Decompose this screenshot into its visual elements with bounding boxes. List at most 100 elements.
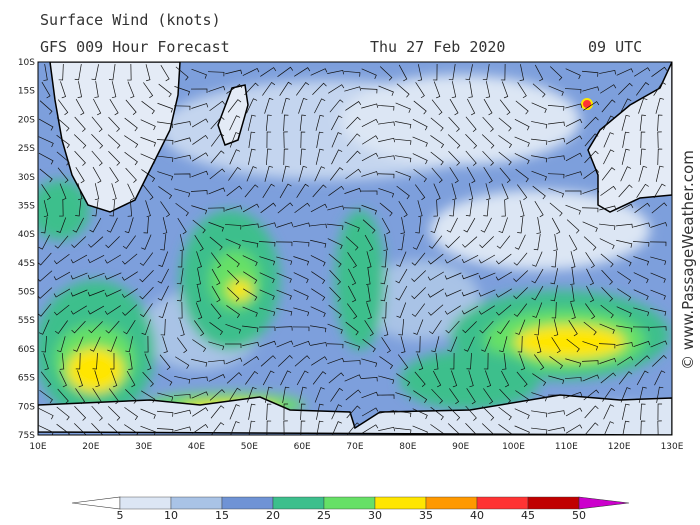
wind-barb: [145, 200, 151, 218]
wind-barb: [434, 353, 439, 370]
wind-barb: [498, 217, 508, 234]
wind-barb: [91, 116, 103, 132]
wind-barb: [75, 200, 82, 217]
wind-barb: [283, 131, 288, 149]
wind-barb: [482, 150, 494, 166]
wind-barb: [281, 97, 291, 114]
wind-barb: [482, 116, 494, 132]
wind-barb: [430, 117, 444, 132]
wind-barb: [266, 148, 272, 166]
madagascar: [217, 84, 249, 146]
wind-barb: [91, 64, 99, 81]
wind-barb: [366, 251, 372, 269]
legend-label: 30: [368, 509, 382, 522]
wind-barb: [299, 148, 306, 166]
wind-barb: [157, 392, 174, 402]
wind-barb: [531, 102, 547, 113]
wind-barb: [91, 134, 104, 149]
wind-barb: [396, 302, 407, 318]
wind-barb: [444, 289, 462, 297]
wind-barb: [191, 118, 209, 128]
wind-barb: [345, 321, 359, 336]
wind-barb: [56, 406, 70, 421]
wind-barb: [211, 422, 225, 435]
wind-barb: [75, 167, 85, 184]
wind-barb: [462, 236, 478, 248]
wind-barb: [534, 64, 544, 82]
wind-barb: [550, 285, 558, 302]
wind-barb: [518, 353, 526, 371]
wind-barb: [381, 337, 391, 354]
wind-barb: [229, 404, 240, 420]
wind-barb: [275, 241, 293, 247]
wind-barb: [601, 269, 613, 285]
legend-swatch: [221, 496, 274, 510]
wind-barb: [56, 336, 66, 353]
wind-barb: [451, 370, 458, 388]
wind-barb: [583, 101, 600, 111]
wind-barb: [191, 152, 209, 162]
cyclone: [581, 98, 593, 110]
wind-barb: [501, 183, 509, 201]
wind-barb: [532, 251, 543, 267]
wind-barb: [548, 121, 565, 126]
wind-barb: [531, 155, 548, 163]
wind-barb: [362, 135, 379, 145]
wind-barb: [360, 190, 378, 195]
wind-barb: [294, 67, 311, 77]
wind-barb: [156, 428, 174, 434]
legend-swatch: [323, 496, 376, 510]
wind-barb: [361, 171, 379, 177]
wind-barb: [242, 288, 258, 301]
wind-barb: [549, 202, 563, 217]
wind-barb: [74, 406, 87, 421]
latitude-label: 15S: [18, 87, 35, 97]
wind-barb: [299, 114, 306, 131]
legend-swatch: [425, 496, 478, 510]
wind-barb: [125, 336, 134, 353]
wind-barb: [657, 403, 663, 421]
wind-barb: [311, 271, 326, 284]
wind-barb: [466, 352, 472, 370]
wind-barb: [346, 303, 358, 320]
wind-barb: [71, 236, 87, 248]
wind-barb: [56, 151, 70, 166]
wind-barb: [245, 371, 259, 385]
wind-barb: [480, 217, 492, 233]
wind-barb: [657, 420, 662, 435]
wind-barb: [126, 370, 136, 388]
wind-barb: [498, 424, 512, 435]
wind-barb: [653, 183, 666, 199]
wind-barb: [312, 371, 327, 385]
wind-barb: [616, 255, 632, 267]
wind-barb: [427, 288, 444, 298]
wind-barb: [468, 81, 473, 98]
wind-barb: [633, 289, 649, 301]
wind-barb: [127, 81, 135, 99]
wind-barb: [361, 103, 379, 109]
wind-barb: [414, 184, 426, 201]
wind-barb: [293, 289, 309, 301]
wind-barb: [108, 388, 120, 405]
wind-barb: [570, 268, 575, 285]
wind-barb: [498, 406, 512, 421]
wind-barb: [226, 372, 242, 384]
wind-barb: [381, 217, 391, 235]
wind-barb: [640, 403, 646, 421]
wind-barb: [56, 423, 70, 435]
wind-barb: [345, 389, 362, 401]
wind-barb: [346, 422, 361, 435]
wind-barb: [598, 343, 616, 349]
wind-barb: [364, 234, 374, 252]
longitude-label: 40E: [188, 442, 205, 452]
wind-barb: [259, 272, 275, 284]
wind-barb: [632, 326, 650, 332]
wind-barb: [248, 148, 256, 165]
wind-barb: [499, 388, 511, 404]
wind-barb: [514, 408, 530, 420]
wind-barb: [280, 370, 292, 386]
wind-barb: [329, 269, 341, 285]
wind-barb: [192, 219, 206, 234]
wind-barb: [332, 421, 342, 435]
wind-barb: [461, 272, 479, 280]
